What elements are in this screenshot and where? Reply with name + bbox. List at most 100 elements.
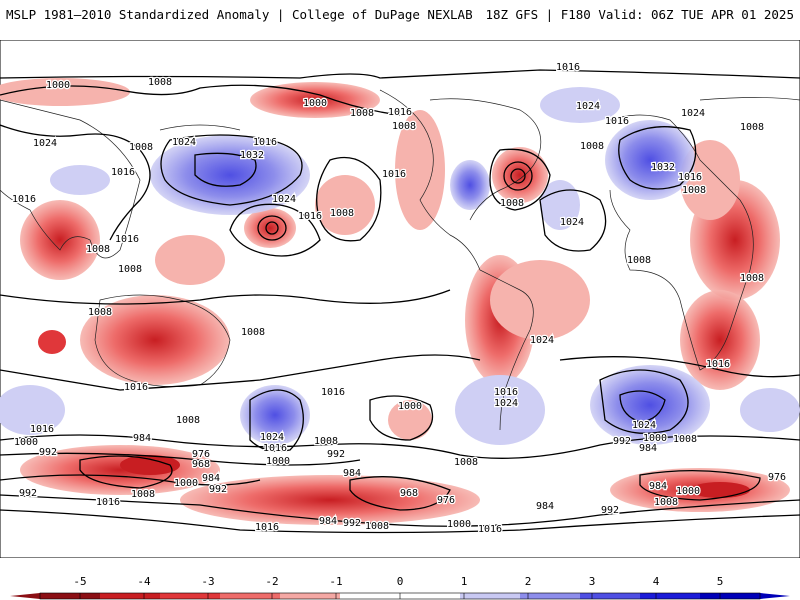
isobar-label: 1024 — [260, 432, 284, 443]
colorbar-segment — [460, 593, 521, 599]
isobar-label: 1008 — [118, 264, 142, 275]
isobar-label: 1000 — [174, 478, 198, 489]
isobar-label: 1016 — [478, 524, 502, 535]
isobar-label: 1008 — [500, 198, 524, 209]
isobar-label: 1016 — [111, 167, 135, 178]
colorbar-segment — [400, 593, 461, 599]
colorbar-fills — [10, 592, 790, 600]
isobar-label: 1008 — [148, 77, 172, 88]
isobar-label: 1024 — [560, 217, 584, 228]
isobar-label: 1008 — [740, 122, 764, 133]
isobar-label: 1008 — [330, 208, 354, 219]
map-title: MSLP 1981–2010 Standardized Anomaly | Co… — [6, 7, 473, 22]
isobar-label: 1000 — [46, 80, 70, 91]
colorbar-tick-label: -4 — [137, 575, 151, 588]
colorbar-tick-labels: -5 -4 -3 -2 -1 0 1 2 3 4 5 — [73, 575, 723, 599]
positive-anomaly-shading — [0, 87, 800, 445]
isobar-label: 992 — [209, 484, 227, 495]
isobar-label: 992 — [343, 518, 361, 529]
isobar-label: 1024 — [632, 420, 656, 431]
isobar-label: 1008 — [241, 327, 265, 338]
isobar-label: 1008 — [654, 497, 678, 508]
isobar-label: 1016 — [115, 234, 139, 245]
isobar-label: 984 — [202, 473, 220, 484]
isobar-label: 1000 — [447, 519, 471, 530]
colorbar-tick-label: -1 — [329, 575, 342, 588]
isobar-label: 984 — [536, 501, 554, 512]
isobar-label: 1016 — [298, 211, 322, 222]
isobar-label: 1008 — [682, 185, 706, 196]
isobar-label: 1008 — [673, 434, 697, 445]
isobar-label: 1016 — [30, 424, 54, 435]
colorbar-segment — [100, 593, 161, 599]
colorbar-segment — [340, 593, 401, 599]
isobar-label: 1032 — [651, 162, 675, 173]
isobar-label: 968 — [192, 459, 210, 470]
isobar-label: 992 — [39, 447, 57, 458]
colorbar-tick-label: 3 — [589, 575, 596, 588]
colorbar-segment — [700, 593, 761, 599]
isobar-label: 1000 — [266, 456, 290, 467]
isobar-label: 1024 — [530, 335, 554, 346]
isobar-label: 1008 — [580, 141, 604, 152]
isobar-label: 1024 — [172, 137, 196, 148]
isobar-label: 1016 — [388, 107, 412, 118]
isobar-label: 1008 — [627, 255, 651, 266]
colorbar-tick-label: 2 — [525, 575, 532, 588]
isobar-label: 1000 — [676, 486, 700, 497]
isobar-label: 1016 — [556, 62, 580, 73]
colorbar-left-arrow — [10, 593, 40, 599]
isobar-label: 984 — [343, 468, 361, 479]
isobar-label: 1008 — [740, 273, 764, 284]
isobar-contours — [0, 69, 800, 534]
isobar-label: 1024 — [272, 194, 296, 205]
model-valid-time: 18Z GFS | F180 Valid: 06Z TUE APR 01 202… — [485, 7, 794, 22]
isobar-label: 984 — [319, 516, 337, 527]
colorbar-tick-label: 4 — [653, 575, 660, 588]
colorbar-tick-label: 0 — [397, 575, 404, 588]
isobar-label: 1032 — [240, 150, 264, 161]
coastlines — [0, 89, 800, 431]
isobar-label: 1008 — [365, 521, 389, 532]
isobar-label: 1008 — [314, 436, 338, 447]
isobar-label: 984 — [649, 481, 667, 492]
isobar-label: 976 — [437, 495, 455, 506]
colorbar-tick-label: -3 — [201, 575, 214, 588]
isobar-label: 992 — [613, 436, 631, 447]
isobar-label: 1016 — [255, 522, 279, 533]
isobar-label: 1000 — [398, 401, 422, 412]
colorbar-tick-label: 5 — [717, 575, 724, 588]
isobar-label: 1016 — [263, 443, 287, 454]
isobar-label: 1016 — [605, 116, 629, 127]
colorbar-segment — [280, 593, 341, 599]
isobar-label: 992 — [19, 488, 37, 499]
colorbar-segment — [580, 593, 641, 599]
isobar-label: 1016 — [382, 169, 406, 180]
isobar-label: 984 — [133, 433, 151, 444]
isobar-label: 1008 — [88, 307, 112, 318]
colorbar-tick-label: -2 — [265, 575, 278, 588]
colorbar-segment — [40, 593, 101, 599]
isobar-label: 1008 — [350, 108, 374, 119]
isobar-label: 1016 — [253, 137, 277, 148]
isobar-label: 1008 — [176, 415, 200, 426]
isobar-label: 992 — [601, 505, 619, 516]
isobar-label: 1000 — [303, 98, 327, 109]
isobar-label: 968 — [400, 488, 418, 499]
isobar-label: 1000 — [643, 433, 667, 444]
isobar-label: 984 — [639, 443, 657, 454]
isobar-label: 992 — [327, 449, 345, 460]
colorbar-tick-label: -5 — [73, 575, 86, 588]
colorbar-segment — [220, 593, 281, 599]
isobar-label: 1008 — [86, 244, 110, 255]
colorbar-segment — [640, 593, 701, 599]
isobar-label: 1024 — [681, 108, 705, 119]
isobar-label: 1016 — [321, 387, 345, 398]
header-bar: MSLP 1981–2010 Standardized Anomaly | Co… — [0, 0, 800, 30]
isobar-label: 1016 — [96, 497, 120, 508]
isobar-label: 1016 — [124, 382, 148, 393]
isobar-label: 1016 — [706, 359, 730, 370]
colorbar-segment — [520, 593, 581, 599]
